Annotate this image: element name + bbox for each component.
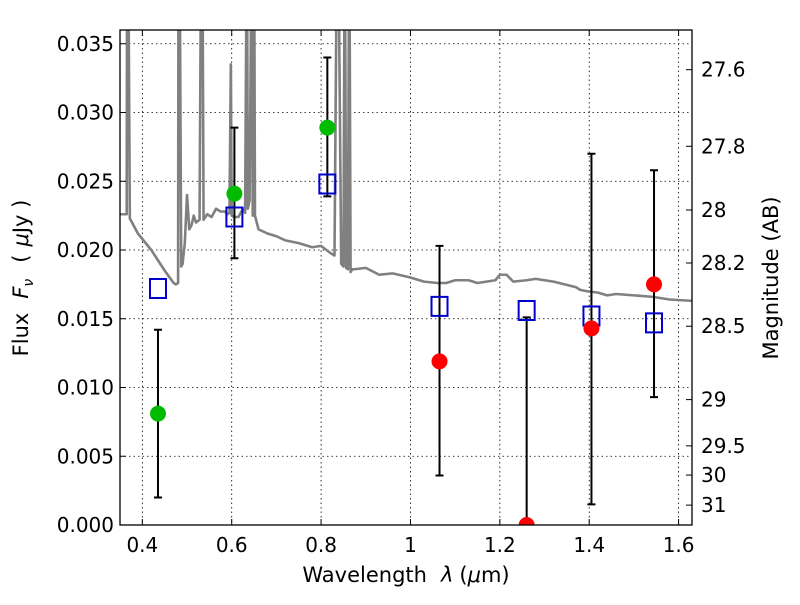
x-tick-label: 1.4 (573, 533, 605, 557)
flux-point-marker (646, 276, 663, 293)
y-tick-label: 0.000 (57, 513, 114, 537)
right-tick-label: 30 (701, 463, 726, 487)
right-tick-label: 28.5 (701, 314, 746, 338)
model-square-marker (318, 173, 337, 195)
flux-point-marker (518, 517, 535, 525)
y-tick-label: 0.020 (57, 238, 114, 262)
y-tick-label: 0.030 (57, 101, 114, 125)
x-tick-label: 1 (404, 533, 417, 557)
y-tick-label: 0.015 (57, 307, 114, 331)
right-axis-label: Magnitude (AB) (759, 196, 783, 359)
model-square-marker (430, 295, 449, 317)
x-tick-label: 1.2 (484, 533, 516, 557)
flux-point-marker (149, 405, 166, 422)
flux-point-marker (226, 185, 243, 202)
flux-point-marker (319, 119, 336, 136)
axes: 0.4 0.6 0.8 1 1.2 1.4 1.6 0.000 0.005 0.010 0.015 0… (57, 30, 746, 557)
x-tick-label: 1.6 (663, 533, 695, 557)
right-tick-label: 29 (701, 388, 726, 412)
y-tick-label: 0.005 (57, 444, 114, 468)
y-tick-label: 0.010 (57, 376, 114, 400)
model-square-marker (517, 300, 536, 321)
grid-lines (120, 30, 692, 525)
model-square-marker (148, 278, 167, 299)
flux-point-marker (583, 320, 600, 337)
x-tick-label: 0.6 (216, 533, 248, 557)
data-layer (120, 30, 692, 525)
plot-frame (119, 29, 693, 526)
model-square-marker (645, 312, 664, 334)
x-tick-label: 0.4 (126, 533, 158, 557)
right-tick-label: 29.5 (701, 434, 746, 458)
right-tick-label: 27.6 (701, 58, 746, 82)
x-axis-label: Wavelength λ (μm) (302, 563, 509, 587)
y-tick-label: 0.035 (57, 32, 114, 56)
flux-point-marker (431, 353, 448, 370)
y-axis-label: FluxFν(μJy ) (9, 200, 37, 357)
x-tick-label: 0.8 (305, 533, 337, 557)
right-tick-label: 28.2 (701, 251, 746, 275)
model-square-marker (225, 206, 244, 228)
right-tick-label: 31 (701, 493, 726, 517)
right-tick-label: 27.8 (701, 134, 746, 158)
sed-model-line (120, 30, 692, 303)
right-tick-label: 28 (701, 198, 726, 222)
y-tick-label: 0.025 (57, 169, 114, 193)
